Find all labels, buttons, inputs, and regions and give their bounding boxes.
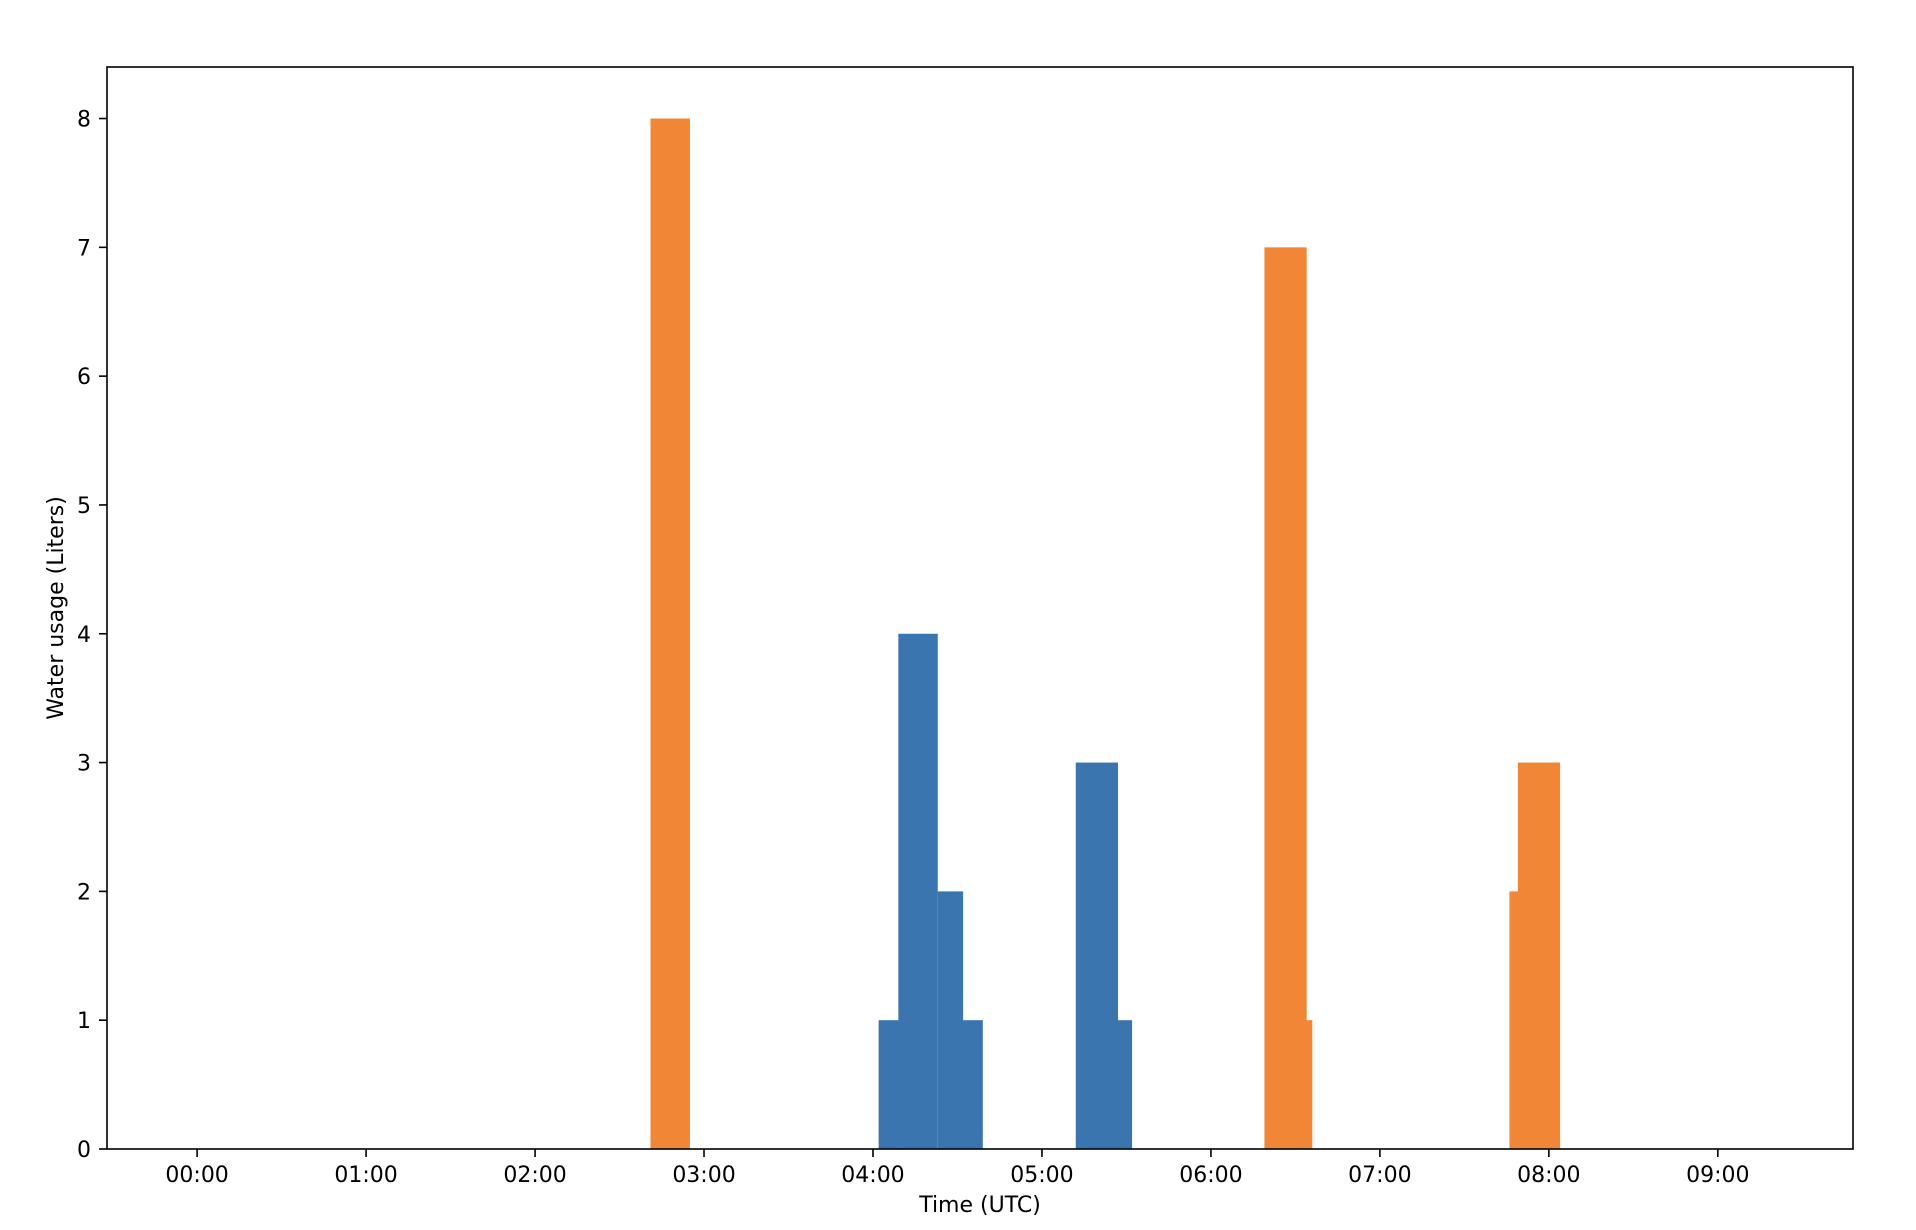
y-tick-label: 4 (77, 623, 91, 648)
bar-series-0-0 (878, 1020, 902, 1149)
x-tick-label: 09:00 (1686, 1163, 1749, 1188)
bar-series-1-2 (1303, 1020, 1313, 1149)
bar-series-0-4 (1075, 762, 1118, 1149)
bar-series-0-2 (937, 891, 964, 1149)
y-tick-label: 7 (77, 236, 91, 261)
x-tick-label: 05:00 (1010, 1163, 1073, 1188)
x-tick-label: 01:00 (334, 1163, 397, 1188)
x-tick-label: 04:00 (841, 1163, 904, 1188)
x-axis-label: Time (UTC) (918, 1193, 1041, 1218)
bars-layer (650, 118, 1561, 1149)
bar-series-1-4 (1517, 762, 1561, 1149)
bar-series-1-1 (1264, 247, 1307, 1149)
bar-series-0-3 (960, 1020, 983, 1149)
plot-frame (106, 66, 1854, 1150)
bar-series-1-3 (1509, 891, 1521, 1149)
y-tick-label: 3 (77, 752, 91, 777)
bar-series-0-1 (898, 633, 938, 1149)
y-tick-label: 5 (77, 494, 91, 519)
y-tick-label: 8 (77, 108, 91, 133)
x-tick-label: 02:00 (503, 1163, 566, 1188)
y-tick-label: 1 (77, 1009, 91, 1034)
x-tick-label: 08:00 (1517, 1163, 1580, 1188)
x-tick-label: 07:00 (1348, 1163, 1411, 1188)
y-tick-label: 2 (77, 880, 91, 905)
x-tick-label: 03:00 (672, 1163, 735, 1188)
y-tick-label: 6 (77, 365, 91, 390)
bar-series-1-0 (650, 118, 690, 1149)
x-axis: 00:00 01:00 02:00 03:00 04:00 05:00 06:00 07:00… (165, 1149, 1750, 1188)
bar-series-0-5 (1115, 1020, 1133, 1149)
y-axis: 0 1 2 3 4 5 6 7 8 (77, 108, 107, 1163)
y-tick-label: 0 (77, 1138, 91, 1163)
y-axis-label: Water usage (Liters) (44, 496, 69, 720)
x-tick-label: 00:00 (165, 1163, 228, 1188)
x-tick-label: 06:00 (1179, 1163, 1242, 1188)
